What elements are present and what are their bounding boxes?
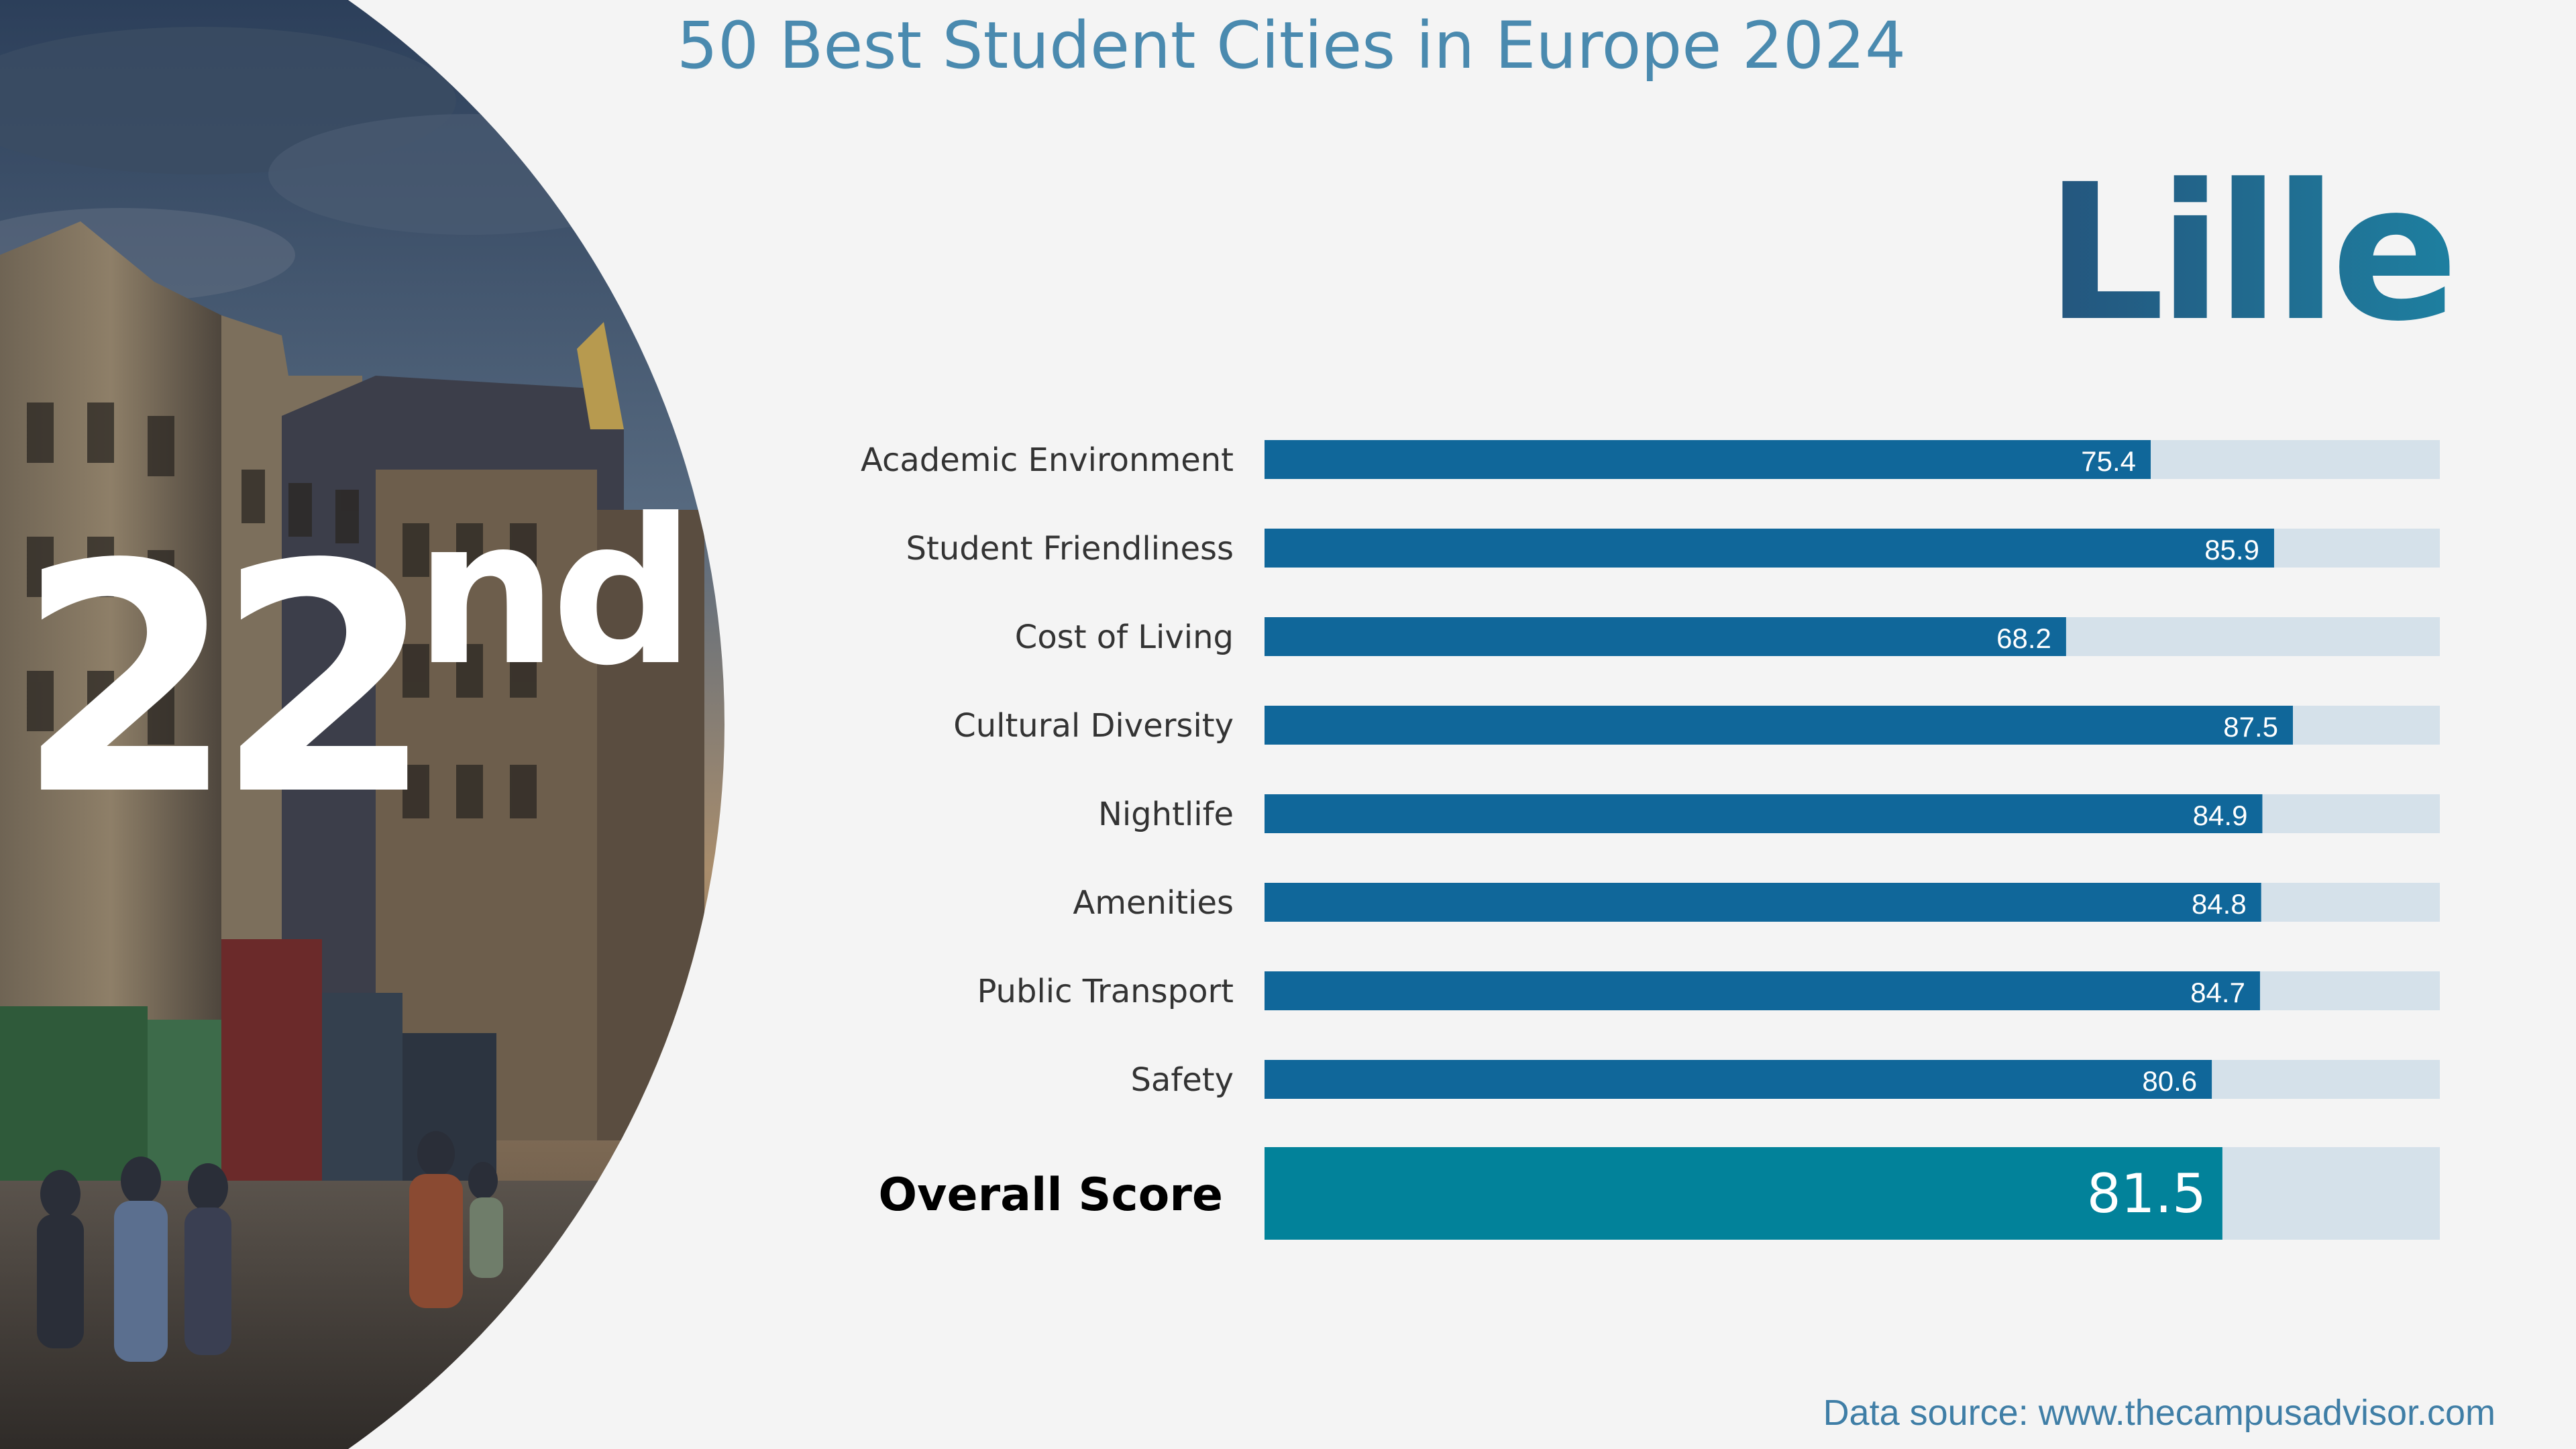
category-label: Student Friendliness [906, 530, 1234, 568]
rank-badge: 22nd [16, 492, 695, 839]
bar-value-label: 80.6 [2142, 1065, 2197, 1097]
category-label: Amenities [1073, 884, 1234, 922]
bar-value-label: 85.9 [2204, 534, 2259, 566]
rank-number: 22 [16, 497, 435, 864]
bar-value-label: 84.8 [2192, 888, 2247, 920]
bar [1265, 440, 2151, 479]
bar-value-label: 84.7 [2190, 977, 2245, 1008]
city-name: Lille [2045, 141, 2459, 366]
bar [1265, 617, 2066, 656]
bar-value-label: 68.2 [1996, 623, 2051, 654]
category-label: Cost of Living [1015, 619, 1234, 656]
bar [1265, 1060, 2212, 1099]
overall-value-label: 81.5 [2087, 1163, 2206, 1225]
category-label: Cultural Diversity [953, 707, 1234, 745]
bar-value-label: 87.5 [2223, 711, 2278, 743]
bar [1265, 529, 2274, 568]
bar [1265, 971, 2260, 1010]
bar [1265, 883, 2261, 922]
overall-label: Overall Score [878, 1169, 1223, 1222]
category-label: Public Transport [977, 973, 1234, 1010]
category-label: Safety [1130, 1061, 1234, 1099]
page-title: 50 Best Student Cities in Europe 2024 [676, 8, 1907, 83]
bar [1265, 794, 2263, 833]
category-label: Academic Environment [861, 441, 1234, 479]
bar-value-label: 75.4 [2081, 445, 2136, 477]
overall-bar [1265, 1147, 2222, 1240]
category-label: Nightlife [1098, 796, 1234, 833]
data-source: Data source: www.thecampusadvisor.com [1823, 1393, 2496, 1433]
bar [1265, 706, 2293, 745]
rank-suffix: nd [415, 476, 695, 710]
bar-value-label: 84.9 [2193, 800, 2248, 831]
